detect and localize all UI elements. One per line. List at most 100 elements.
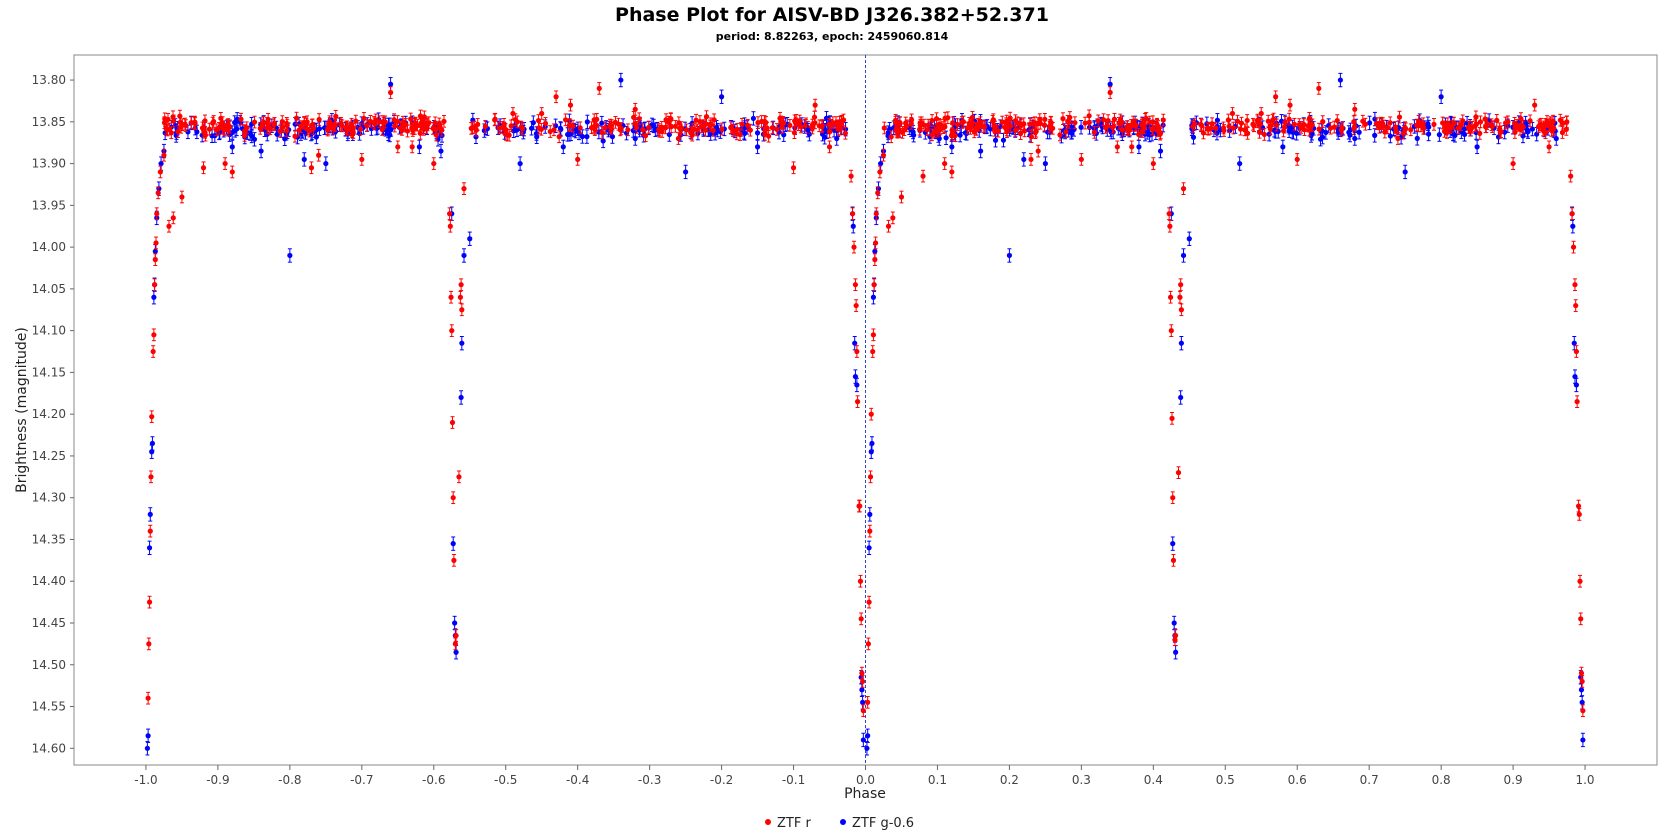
data-point-ztf-r [1578, 666, 1585, 680]
x-tick-label: 0.2 [1000, 773, 1019, 787]
data-point-ztf-r [1147, 115, 1153, 129]
data-point-ztf-r [213, 123, 219, 137]
data-point-ztf-r [1017, 127, 1024, 140]
legend: ZTF r ZTF g-0.6 [765, 816, 914, 831]
data-point-ztf-r [1572, 278, 1578, 292]
data-point-ztf-r [625, 123, 631, 137]
data-point-ztf-r [700, 119, 707, 132]
data-point-ztf-r [602, 121, 608, 135]
data-point-ztf-r [858, 612, 864, 626]
data-point-ztf-g [461, 248, 467, 263]
data-point-ztf-r [826, 140, 833, 154]
data-point-ztf-r [1306, 123, 1312, 137]
data-point-ztf-r [688, 126, 694, 139]
data-point-ztf-r [304, 122, 311, 136]
data-point-ztf-g [1021, 152, 1027, 167]
data-point-ztf-r [310, 118, 316, 132]
data-point-ztf-r [395, 140, 401, 154]
data-point-ztf-r [175, 125, 181, 138]
data-point-ztf-r [316, 113, 322, 126]
data-point-ztf-r [170, 110, 176, 124]
data-point-ztf-r [538, 122, 544, 136]
data-point-ztf-r [859, 666, 865, 680]
y-tick-label: 14.20 [32, 407, 66, 421]
data-point-ztf-r [683, 123, 690, 137]
data-point-ztf-g [517, 156, 523, 171]
data-point-ztf-r [982, 120, 988, 134]
data-point-ztf-r [1458, 118, 1464, 131]
data-point-ztf-r [1431, 118, 1437, 131]
data-point-ztf-r [292, 129, 298, 143]
data-point-ztf-g [1571, 335, 1577, 351]
data-point-ztf-r [373, 113, 379, 127]
data-point-ztf-r [764, 121, 770, 135]
data-point-ztf-r [1057, 128, 1063, 142]
data-point-ztf-r [833, 116, 839, 129]
data-point-ztf-r [1082, 116, 1088, 130]
data-point-ztf-r [1327, 121, 1334, 135]
data-point-ztf-r [1494, 114, 1500, 127]
data-point-ztf-r [596, 82, 602, 95]
data-point-ztf-g [565, 127, 571, 142]
data-point-ztf-g [1006, 248, 1013, 263]
data-point-ztf-r [903, 116, 909, 130]
x-tick-label: 0.6 [1288, 773, 1307, 787]
data-point-ztf-r [924, 123, 930, 137]
data-point-ztf-r [870, 328, 877, 342]
data-point-ztf-g [666, 127, 672, 142]
y-tick-label: 14.45 [32, 616, 66, 630]
data-point-ztf-r [636, 112, 642, 126]
data-point-ztf-r [608, 120, 614, 134]
data-point-ztf-r [634, 121, 640, 134]
data-point-ztf-r [242, 125, 248, 138]
data-point-ztf-r [1166, 207, 1172, 221]
data-point-ztf-g [1450, 126, 1456, 142]
data-point-ztf-r [1213, 121, 1219, 135]
data-point-ztf-r [151, 328, 157, 342]
data-point-ztf-r [1178, 278, 1184, 292]
legend-marker-ztf-g [840, 819, 846, 825]
data-point-ztf-r [1338, 123, 1344, 137]
y-tick-label: 14.00 [32, 240, 66, 254]
data-point-ztf-r [458, 278, 464, 292]
data-point-ztf-r [798, 120, 804, 134]
data-point-ztf-r [890, 211, 896, 225]
data-point-ztf-r [959, 116, 965, 129]
data-point-ztf-r [1488, 118, 1495, 132]
data-point-ztf-g [869, 436, 875, 451]
data-point-ztf-r [146, 637, 152, 651]
data-point-ztf-r [431, 157, 437, 170]
data-point-ztf-r [182, 117, 188, 131]
data-point-ztf-r [1477, 115, 1484, 129]
data-point-ztf-r [1540, 123, 1546, 137]
data-point-ztf-r [1291, 117, 1297, 131]
data-point-ztf-g [146, 540, 153, 556]
data-point-ztf-r [1116, 116, 1122, 130]
data-point-ztf-r [296, 123, 302, 137]
data-point-ztf-r [662, 121, 669, 135]
data-point-ztf-g [144, 741, 150, 756]
data-point-ztf-r [1042, 113, 1048, 126]
data-point-ztf-r [539, 107, 545, 120]
data-point-ztf-g [750, 111, 757, 126]
data-point-ztf-r [1400, 126, 1406, 140]
data-point-ztf-r [1351, 120, 1358, 133]
data-point-ztf-r [1168, 324, 1174, 337]
data-point-ztf-g [805, 122, 811, 138]
data-point-ztf-r [1392, 121, 1399, 134]
data-point-ztf-r [917, 116, 923, 130]
data-point-ztf-r [711, 113, 717, 127]
data-point-ztf-r [1060, 112, 1066, 125]
data-point-ztf-r [842, 126, 848, 140]
data-point-ztf-r [1169, 412, 1175, 425]
data-point-ztf-r [949, 123, 955, 137]
data-point-ztf-g [1387, 128, 1394, 144]
data-point-ztf-r [430, 122, 436, 135]
data-point-ztf-r [395, 115, 401, 128]
data-point-ztf-r [227, 120, 233, 134]
data-point-ztf-r [1420, 121, 1426, 135]
data-point-ztf-r [991, 118, 997, 132]
data-point-ztf-r [1576, 508, 1582, 521]
data-point-ztf-r [867, 470, 874, 484]
